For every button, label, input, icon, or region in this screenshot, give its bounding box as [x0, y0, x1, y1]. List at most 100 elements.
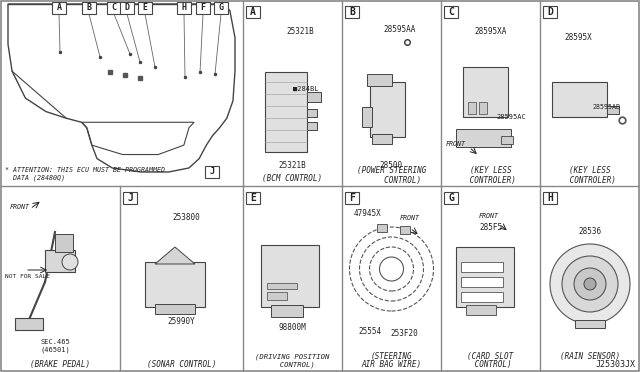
Circle shape: [584, 278, 596, 290]
Text: FRONT: FRONT: [10, 204, 30, 210]
Text: B: B: [349, 7, 355, 17]
Bar: [214, 2, 228, 14]
Text: 25990Y: 25990Y: [168, 317, 195, 327]
Text: ■284BL: ■284BL: [293, 86, 319, 92]
Bar: [55, 234, 73, 252]
Bar: [261, 245, 319, 307]
Text: (SONAR CONTROL): (SONAR CONTROL): [147, 359, 216, 369]
Bar: [246, 6, 260, 18]
Text: D: D: [125, 3, 129, 13]
Text: NOT FOR SALE: NOT FOR SALE: [5, 275, 50, 279]
Text: FRONT: FRONT: [479, 213, 499, 219]
Text: 285F5: 285F5: [479, 224, 502, 232]
Text: 47945X: 47945X: [353, 209, 381, 218]
Text: E: E: [250, 193, 256, 203]
Bar: [400, 226, 410, 234]
Polygon shape: [155, 247, 195, 264]
Bar: [265, 72, 307, 152]
Text: C: C: [448, 7, 454, 17]
Text: C: C: [111, 3, 116, 13]
Text: J: J: [209, 167, 214, 176]
Bar: [479, 102, 487, 114]
Text: F: F: [349, 193, 355, 203]
Bar: [370, 82, 405, 137]
Text: (KEY LESS: (KEY LESS: [569, 167, 611, 176]
Bar: [345, 192, 359, 204]
Circle shape: [562, 256, 618, 312]
Bar: [271, 305, 303, 317]
Text: 25554: 25554: [358, 327, 381, 337]
Text: E: E: [143, 3, 147, 13]
Text: 28595X: 28595X: [564, 33, 592, 42]
Text: CONTROL): CONTROL): [362, 176, 422, 185]
Text: (KEY LESS: (KEY LESS: [470, 167, 511, 176]
Text: 28595AC: 28595AC: [496, 114, 525, 120]
Bar: [205, 166, 219, 178]
Text: FRONT: FRONT: [400, 215, 420, 221]
Text: F: F: [200, 3, 205, 13]
Text: CONTROLER): CONTROLER): [564, 176, 616, 185]
Text: A: A: [56, 3, 61, 13]
Text: (BRAKE PEDAL): (BRAKE PEDAL): [30, 359, 90, 369]
Text: (46501): (46501): [40, 347, 70, 353]
Bar: [552, 82, 607, 117]
Text: (RAIN SENSOR): (RAIN SENSOR): [560, 353, 620, 362]
Circle shape: [550, 244, 630, 324]
Text: FRONT: FRONT: [446, 141, 466, 147]
Text: (CARD SLOT: (CARD SLOT: [467, 353, 514, 362]
Bar: [444, 192, 458, 204]
Bar: [107, 2, 121, 14]
Bar: [345, 6, 359, 18]
Text: 25321B: 25321B: [287, 28, 314, 36]
Text: G: G: [218, 3, 223, 13]
Text: 253800: 253800: [173, 214, 200, 222]
Bar: [607, 106, 619, 114]
Text: CONTROLER): CONTROLER): [465, 176, 516, 185]
Text: 28595XA: 28595XA: [474, 28, 507, 36]
Text: J25303JX: J25303JX: [596, 360, 636, 369]
Text: J: J: [127, 193, 133, 203]
Text: (DRIVING POSITION: (DRIVING POSITION: [255, 354, 330, 360]
Text: (STEERING: (STEERING: [371, 353, 412, 362]
Bar: [267, 292, 287, 300]
Bar: [307, 109, 317, 117]
Circle shape: [62, 254, 78, 270]
Bar: [155, 304, 195, 314]
Bar: [362, 107, 372, 127]
Text: 28500: 28500: [380, 160, 403, 170]
Circle shape: [574, 268, 606, 300]
Bar: [461, 277, 503, 287]
Text: 25321B: 25321B: [278, 160, 307, 170]
Text: H: H: [547, 193, 553, 203]
Bar: [15, 318, 43, 330]
Text: 28595AA: 28595AA: [383, 26, 416, 35]
Text: (POWER STEERING: (POWER STEERING: [357, 167, 426, 176]
Bar: [145, 262, 205, 307]
Bar: [575, 320, 605, 328]
Bar: [444, 6, 458, 18]
Bar: [466, 305, 496, 315]
Text: CONTROL): CONTROL): [470, 360, 511, 369]
Text: A: A: [250, 7, 256, 17]
Bar: [246, 192, 260, 204]
Text: H: H: [182, 3, 186, 13]
Text: (BCM CONTROL): (BCM CONTROL): [262, 173, 323, 183]
Bar: [456, 129, 511, 147]
Bar: [307, 92, 321, 102]
Text: B: B: [86, 3, 92, 13]
Text: 28595AB: 28595AB: [592, 104, 620, 110]
Bar: [543, 6, 557, 18]
Bar: [461, 292, 503, 302]
Text: CONTROL): CONTROL): [271, 362, 314, 368]
Bar: [501, 136, 513, 144]
Text: 253F20: 253F20: [390, 330, 418, 339]
Text: 98800M: 98800M: [278, 324, 307, 333]
Bar: [52, 2, 66, 14]
Bar: [120, 2, 134, 14]
Bar: [307, 122, 317, 130]
Bar: [543, 192, 557, 204]
Bar: [372, 134, 392, 144]
Bar: [138, 2, 152, 14]
Bar: [367, 74, 392, 86]
Bar: [463, 67, 508, 117]
